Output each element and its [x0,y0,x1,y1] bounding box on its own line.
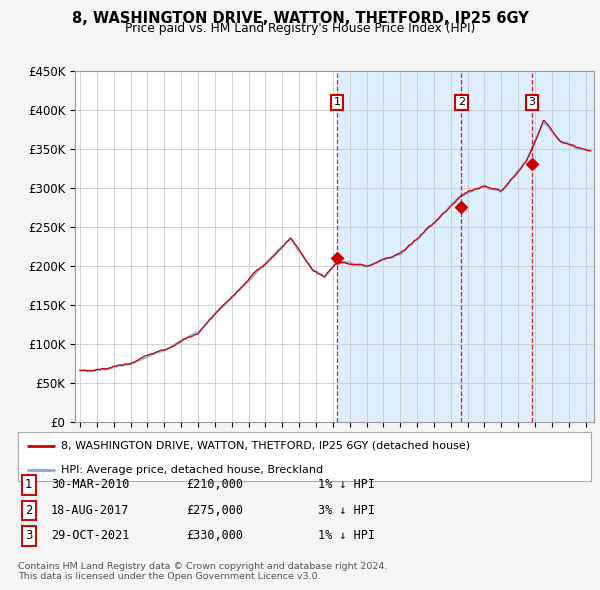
Text: 29-OCT-2021: 29-OCT-2021 [51,529,130,542]
Text: £330,000: £330,000 [186,529,243,542]
Text: 2: 2 [458,97,465,107]
Text: 2: 2 [25,504,32,517]
Text: Contains HM Land Registry data © Crown copyright and database right 2024.
This d: Contains HM Land Registry data © Crown c… [18,562,388,581]
Text: 1% ↓ HPI: 1% ↓ HPI [318,478,375,491]
Text: 3: 3 [25,529,32,542]
Text: £275,000: £275,000 [186,504,243,517]
Text: £210,000: £210,000 [186,478,243,491]
Text: 3: 3 [529,97,536,107]
Bar [63,71,337,422]
Text: 1: 1 [334,97,341,107]
Text: 1% ↓ HPI: 1% ↓ HPI [318,529,375,542]
Text: Price paid vs. HM Land Registry's House Price Index (HPI): Price paid vs. HM Land Registry's House … [125,22,475,35]
Text: 3% ↓ HPI: 3% ↓ HPI [318,504,375,517]
Bar [337,71,600,422]
Text: 30-MAR-2010: 30-MAR-2010 [51,478,130,491]
Text: 18-AUG-2017: 18-AUG-2017 [51,504,130,517]
Text: 8, WASHINGTON DRIVE, WATTON, THETFORD, IP25 6GY: 8, WASHINGTON DRIVE, WATTON, THETFORD, I… [71,11,529,25]
Text: 8, WASHINGTON DRIVE, WATTON, THETFORD, IP25 6GY (detached house): 8, WASHINGTON DRIVE, WATTON, THETFORD, I… [61,441,470,451]
Text: HPI: Average price, detached house, Breckland: HPI: Average price, detached house, Brec… [61,465,323,475]
Text: 1: 1 [25,478,32,491]
